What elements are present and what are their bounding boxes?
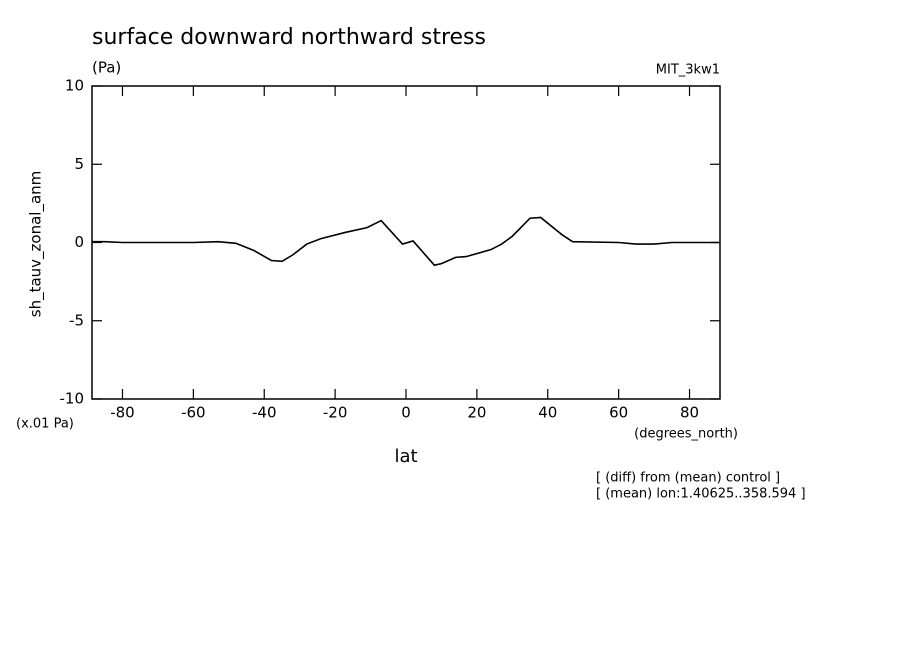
x-tick-label: -80 (110, 404, 135, 422)
y-axis-label: sh_tauv_zonal_anm (27, 171, 46, 318)
x-tick-label: -20 (323, 404, 348, 422)
x-tick-label: 0 (401, 404, 411, 422)
x-tick-label: -40 (252, 404, 277, 422)
dataset-label: MIT_3kw1 (656, 63, 720, 78)
y-tick-label: 5 (74, 155, 84, 173)
x-tick-label: -60 (181, 404, 206, 422)
x-tick-label: 60 (609, 404, 628, 422)
y-tick-label: 0 (74, 233, 84, 251)
x-tick-label: 20 (467, 404, 486, 422)
x-unit-label: (degrees_north) (634, 427, 738, 442)
annotation: [ (diff) from (mean) control ] (596, 471, 780, 486)
x-axis-label: lat (394, 446, 417, 467)
chart-title: surface downward northward stress (92, 25, 486, 50)
x-tick-label: 80 (680, 404, 699, 422)
y-tick-label: -5 (69, 311, 84, 329)
y-tick-label: -10 (60, 390, 85, 408)
annotation: [ (mean) lon:1.40625..358.594 ] (596, 487, 806, 502)
y-unit-label: (x.01 Pa) (16, 417, 74, 432)
chart-subtitle: (Pa) (92, 59, 121, 77)
x-tick-label: 40 (538, 404, 557, 422)
y-tick-label: 10 (65, 77, 84, 95)
data-line (92, 216, 720, 267)
